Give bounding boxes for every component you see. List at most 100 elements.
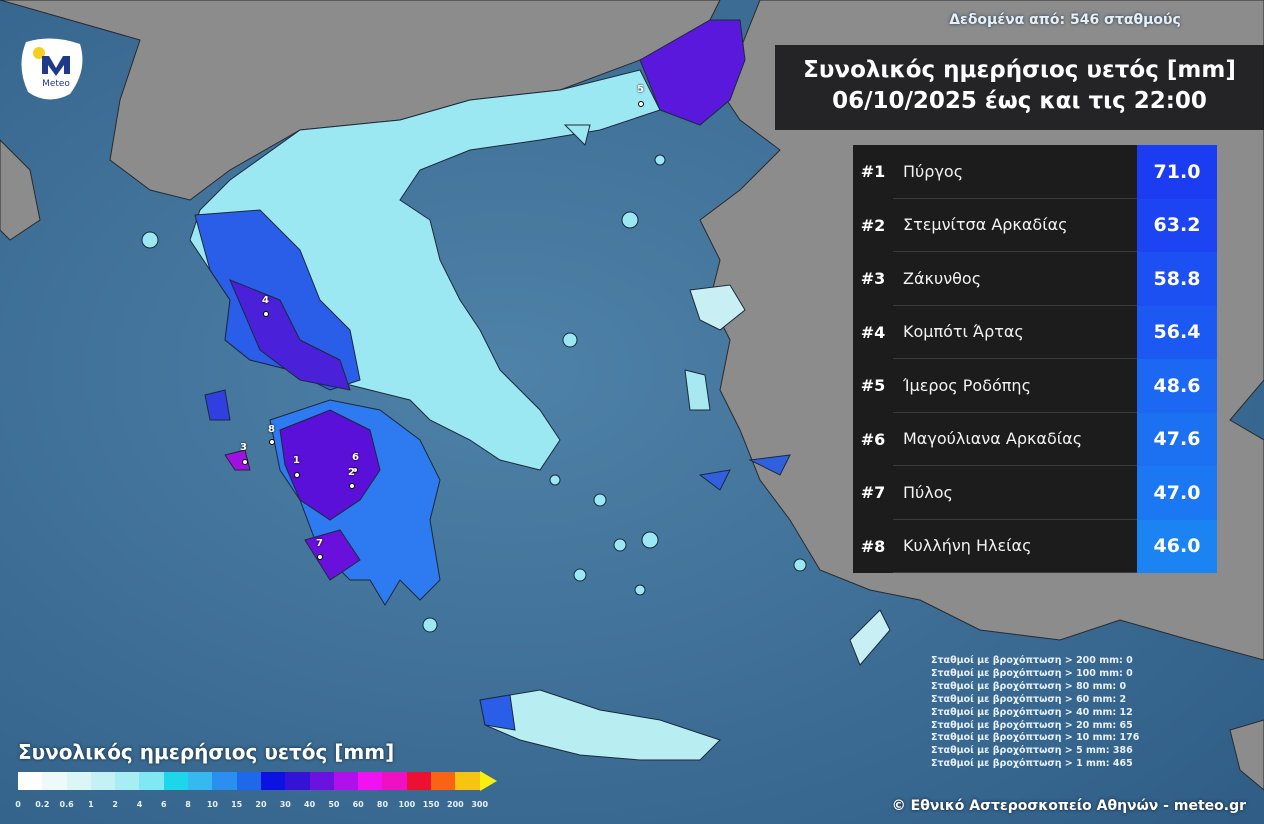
rainfall-value: 56.4 <box>1137 305 1217 359</box>
title-line-2: 06/10/2025 έως και τις 22:00 <box>832 88 1207 114</box>
colorbar-bin <box>115 772 140 790</box>
colorbar-tick: 4 <box>136 800 143 809</box>
stats-line: Σταθμοί με βροχόπτωση > 60 mm: 2 <box>931 693 1127 705</box>
colorbar-tick: 1 <box>88 800 94 809</box>
rank-number: #4 <box>853 305 893 359</box>
rank-number: #1 <box>853 145 893 199</box>
legend-title: Συνολικός ημερήσιος υετός [mm] <box>18 740 395 764</box>
rank-number: #3 <box>853 252 893 306</box>
colorbar-arrow <box>479 771 497 791</box>
station-name: Ζάκυνθος <box>893 252 1137 306</box>
marker-label-2: 2 <box>348 467 355 478</box>
stats-line: Σταθμοί με βροχόπτωση > 20 mm: 65 <box>931 719 1133 731</box>
rank-number: #7 <box>853 466 893 520</box>
colorbar-tick: 10 <box>206 800 218 809</box>
colorbar-ticks: 0 0.2 0.6 1 2 4 6 8 10 15 20 30 40 50 60 80 100 150 200 300 <box>10 800 500 812</box>
ranking-table: #1 Πύργος 71.0 #2 Στεμνίτσα Αρκαδίας 63.2… <box>853 145 1217 573</box>
title-line-1: Συνολικός ημερήσιος υετός [mm] <box>803 57 1236 83</box>
colorbar-bin <box>212 772 237 790</box>
colorbar-tick: 300 <box>471 800 489 809</box>
colorbar-bin <box>90 772 116 790</box>
ranking-row: #2 Στεμνίτσα Αρκαδίας 63.2 <box>853 198 1217 252</box>
ranking-row: #4 Κομπότι Άρτας 56.4 <box>853 305 1217 359</box>
title-box: Συνολικός ημερήσιος υετός [mm] 06/10/202… <box>775 45 1264 130</box>
stats-line: Σταθμοί με βροχόπτωση > 1 mm: 465 <box>931 758 1133 770</box>
stats-line: Σταθμοί με βροχόπτωση > 200 mm: 0 <box>931 655 1133 666</box>
colorbar-bin <box>382 772 407 790</box>
rainfall-value: 58.8 <box>1137 252 1217 306</box>
colorbar-tick: 30 <box>279 800 291 809</box>
colorbar-tick: 2 <box>112 800 118 809</box>
station-name: Κυλλήνη Ηλείας <box>893 519 1137 573</box>
rainfall-value: 63.2 <box>1137 198 1217 252</box>
colorbar-bin <box>236 772 261 790</box>
colorbar-tick: 6 <box>161 800 167 809</box>
stations-count: Δεδομένα από: 546 σταθμούς <box>949 12 1181 28</box>
colorbar-bin <box>42 772 67 790</box>
ranking-row: #6 Μαγούλιανα Αρκαδίας 47.6 <box>853 412 1217 466</box>
colorbar-tick: 100 <box>398 800 416 809</box>
colorbar-tick: 40 <box>304 800 316 809</box>
station-name: Ίμερος Ροδόπης <box>893 359 1137 413</box>
marker-label-5: 5 <box>637 84 644 95</box>
logo-text: Meteo <box>42 79 70 89</box>
rank-number: #2 <box>853 198 893 252</box>
colorbar-tick: 0.2 <box>35 800 50 809</box>
copyright: © Εθνικό Αστεροσκοπείο Αθηνών - meteo.gr <box>891 798 1246 814</box>
colorbar-bin <box>406 772 432 790</box>
colorbar-bin <box>18 772 43 790</box>
rainfall-value: 46.0 <box>1137 519 1217 573</box>
colorbar-bin <box>260 772 286 790</box>
stats-line: Σταθμοί με βροχόπτωση > 80 mm: 0 <box>931 680 1127 692</box>
rainfall-value: 47.0 <box>1137 466 1217 520</box>
greece-rainfall <box>189 19 891 761</box>
ranking-row: #7 Πύλος 47.0 <box>853 466 1217 520</box>
station-markers <box>242 101 644 560</box>
colorbar-bin <box>309 772 334 790</box>
marker-label-7: 7 <box>316 538 323 549</box>
stats-line: Σταθμοί με βροχόπτωση > 5 mm: 386 <box>931 745 1133 757</box>
ranking-row: #1 Πύργος 71.0 <box>853 145 1217 199</box>
rank-number: #8 <box>853 519 893 573</box>
colorbar-bin <box>188 772 213 790</box>
colorbar-tick: 80 <box>376 800 389 809</box>
aegean-islands <box>141 154 807 633</box>
marker-label-1: 1 <box>293 455 300 466</box>
station-name: Κομπότι Άρτας <box>893 305 1137 359</box>
colorbar-tick: 0.6 <box>59 800 74 809</box>
colorbar <box>18 771 497 791</box>
colorbar-bin <box>431 772 456 790</box>
ranking-row: #3 Ζάκυνθος 58.8 <box>853 252 1217 306</box>
marker-label-4: 4 <box>262 295 269 306</box>
colorbar-tick: 60 <box>352 800 364 809</box>
rank-number: #6 <box>853 412 893 466</box>
marker-label-3: 3 <box>240 442 247 453</box>
colorbar-tick: 150 <box>422 800 440 809</box>
colorbar-tick: 15 <box>231 800 243 809</box>
station-name: Στεμνίτσα Αρκαδίας <box>893 198 1137 252</box>
colorbar-tick: 0 <box>15 800 21 809</box>
colorbar-bin <box>139 772 164 790</box>
marker-label-8: 8 <box>268 424 275 435</box>
colorbar-bin <box>285 772 310 790</box>
colorbar-bin <box>66 772 91 790</box>
station-name: Πύργος <box>893 145 1137 199</box>
colorbar-bin <box>163 772 189 790</box>
rainfall-value: 71.0 <box>1137 145 1217 199</box>
ranking-row: #8 Κυλλήνη Ηλείας 46.0 <box>853 519 1217 573</box>
colorbar-tick: 50 <box>328 800 340 809</box>
marker-label-6: 6 <box>352 452 359 463</box>
rank-number: #5 <box>853 359 893 413</box>
rainfall-value: 48.6 <box>1137 359 1217 413</box>
stats-line: Σταθμοί με βροχόπτωση > 10 mm: 176 <box>931 732 1140 744</box>
stations-stats: Σταθμοί με βροχόπτωση > 200 mm: 0 Σταθμοί… <box>931 655 1139 771</box>
colorbar-tick: 200 <box>447 800 464 809</box>
meteo-logo: Meteo <box>18 36 86 102</box>
ranking-row: #5 Ίμερος Ροδόπης 48.6 <box>853 359 1217 413</box>
colorbar-tick: 20 <box>255 800 267 809</box>
station-name: Μαγούλιανα Αρκαδίας <box>893 412 1137 466</box>
colorbar-bin <box>333 772 359 790</box>
stats-line: Σταθμοί με βροχόπτωση > 40 mm: 12 <box>931 706 1133 718</box>
colorbar-bin <box>358 772 383 790</box>
colorbar-bin <box>455 772 480 790</box>
